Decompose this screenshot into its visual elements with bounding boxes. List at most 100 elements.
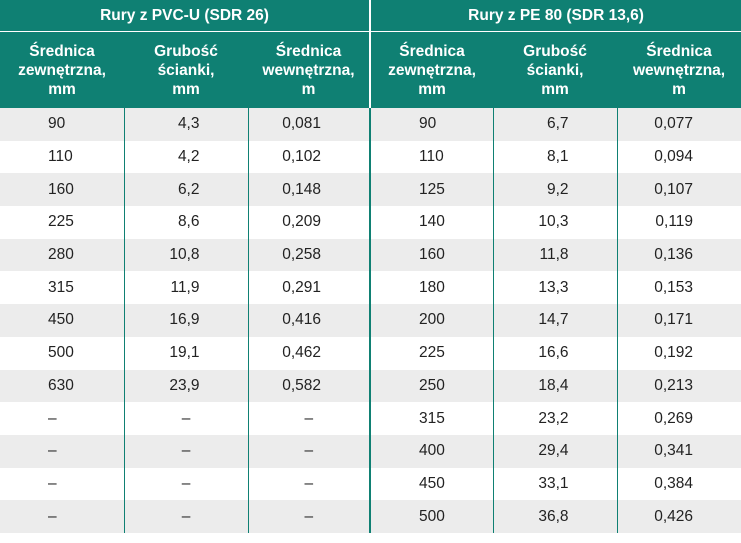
- column-header-label: Średnica wewnętrzna, m: [262, 42, 355, 98]
- table-cell: 0,269: [617, 402, 741, 435]
- table-cell: 160: [0, 173, 125, 207]
- table-cell: 4,3: [124, 108, 249, 141]
- table-row: 160 6,2 0,148 125 9,2 0,107: [0, 173, 741, 207]
- table-cell: 250: [370, 369, 494, 403]
- table-row: 110 4,2 0,102 110 8,1 0,094: [0, 140, 741, 174]
- column-header: Średnica wewnętrzna, m: [617, 31, 741, 108]
- table-cell: 9,2: [493, 173, 618, 207]
- table-cell: 36,8: [493, 500, 618, 533]
- table-cell: 16,6: [493, 336, 618, 370]
- table-cell: 11,8: [493, 238, 618, 272]
- column-header-label: Średnica zewnętrzna, mm: [388, 42, 476, 98]
- column-header: Średnica zewnętrzna, mm: [370, 31, 494, 108]
- table-cell: –: [0, 402, 125, 435]
- table-cell: 6,7: [493, 108, 618, 141]
- table-cell: 400: [370, 434, 494, 468]
- table-cell: 33,1: [493, 467, 618, 501]
- table-cell: 0,416: [248, 304, 372, 337]
- table-cell: 0,077: [617, 108, 741, 141]
- table-row: 450 16,9 0,416 200 14,7 0,171: [0, 304, 741, 337]
- table-cell: 225: [370, 336, 494, 370]
- table-row: 315 11,9 0,291 180 13,3 0,153: [0, 271, 741, 305]
- table-cell: 315: [370, 402, 494, 435]
- table-cell: 500: [0, 336, 125, 370]
- table-cell: 0,107: [617, 173, 741, 207]
- table-row: 280 10,8 0,258 160 11,8 0,136: [0, 238, 741, 272]
- table-cell: 200: [370, 304, 494, 337]
- table-cell: –: [0, 467, 125, 501]
- group-header-pe: Rury z PE 80 (SDR 13,6): [370, 0, 741, 32]
- column-header-label: Średnica zewnętrzna, mm: [18, 42, 106, 98]
- table-cell: 0,119: [617, 206, 741, 239]
- table-cell: 0,462: [248, 336, 372, 370]
- table-cell: 500: [370, 500, 494, 533]
- table-cell: 160: [370, 238, 494, 272]
- table-cell: –: [124, 434, 249, 468]
- table-cell: 10,3: [493, 206, 618, 239]
- column-header-label: Grubość ścianki, mm: [154, 42, 218, 98]
- table-cell: –: [248, 467, 372, 501]
- table-cell: 180: [370, 271, 494, 305]
- column-header: Grubość ścianki, mm: [124, 31, 248, 108]
- column-header: Średnica zewnętrzna, mm: [0, 31, 124, 108]
- table-cell: 16,9: [124, 304, 249, 337]
- table-cell: –: [0, 434, 125, 468]
- table-cell: 8,6: [124, 206, 249, 239]
- table-cell: 0,258: [248, 238, 372, 272]
- table-cell: 450: [370, 467, 494, 501]
- table-cell: 315: [0, 271, 125, 305]
- table-cell: 110: [0, 140, 125, 174]
- table-row: – – –450 33,1 0,384: [0, 467, 741, 501]
- column-header-label: Grubość ścianki, mm: [523, 42, 587, 98]
- table-cell: 8,1: [493, 140, 618, 174]
- table-cell: –: [124, 402, 249, 435]
- table-row: 90 4,3 0,081 90 6,7 0,077: [0, 108, 741, 141]
- table-cell: 13,3: [493, 271, 618, 305]
- table-cell: 0,171: [617, 304, 741, 337]
- table-cell: 225: [0, 206, 125, 239]
- table-row: 630 23,9 0,582 250 18,4 0,213: [0, 369, 741, 403]
- column-header: Średnica wewnętrzna, m: [248, 31, 372, 108]
- table-cell: 0,384: [617, 467, 741, 501]
- table-cell: 0,192: [617, 336, 741, 370]
- table-cell: 0,081: [248, 108, 372, 141]
- column-header-label: Średnica wewnętrzna, m: [632, 42, 726, 98]
- table-cell: 0,148: [248, 173, 372, 207]
- table-cell: 0,291: [248, 271, 372, 305]
- table-row: – – –400 29,4 0,341: [0, 434, 741, 468]
- table-cell: 10,8: [124, 238, 249, 272]
- table-cell: –: [248, 500, 372, 533]
- table-cell: 0,582: [248, 369, 372, 403]
- table-cell: 6,2: [124, 173, 249, 207]
- table-cell: 19,1: [124, 336, 249, 370]
- table-cell: 125: [370, 173, 494, 207]
- table-cell: 23,2: [493, 402, 618, 435]
- table-cell: 14,7: [493, 304, 618, 337]
- table-row: 225 8,6 0,209 140 10,3 0,119: [0, 206, 741, 239]
- table-cell: 0,153: [617, 271, 741, 305]
- table-row: 500 19,1 0,462 225 16,6 0,192: [0, 336, 741, 370]
- table-cell: 0,136: [617, 238, 741, 272]
- table-cell: 29,4: [493, 434, 618, 468]
- table-cell: 140: [370, 206, 494, 239]
- table-row: – – –315 23,2 0,269: [0, 402, 741, 435]
- table-cell: 0,209: [248, 206, 372, 239]
- table-cell: 450: [0, 304, 125, 337]
- table-cell: 110: [370, 140, 494, 174]
- table-cell: –: [0, 500, 125, 533]
- table-cell: 4,2: [124, 140, 249, 174]
- table-cell: 90: [0, 108, 125, 141]
- table-cell: 0,213: [617, 369, 741, 403]
- table-cell: 0,426: [617, 500, 741, 533]
- table-cell: 280: [0, 238, 125, 272]
- column-header: Grubość ścianki, mm: [493, 31, 618, 108]
- group-header-pvc: Rury z PVC-U (SDR 26): [0, 0, 372, 32]
- table-cell: 0,094: [617, 140, 741, 174]
- table-cell: 630: [0, 369, 125, 403]
- table-cell: –: [248, 402, 372, 435]
- table-cell: 23,9: [124, 369, 249, 403]
- table-cell: 11,9: [124, 271, 249, 305]
- table-row: – – –500 36,8 0,426: [0, 500, 741, 533]
- table-cell: 18,4: [493, 369, 618, 403]
